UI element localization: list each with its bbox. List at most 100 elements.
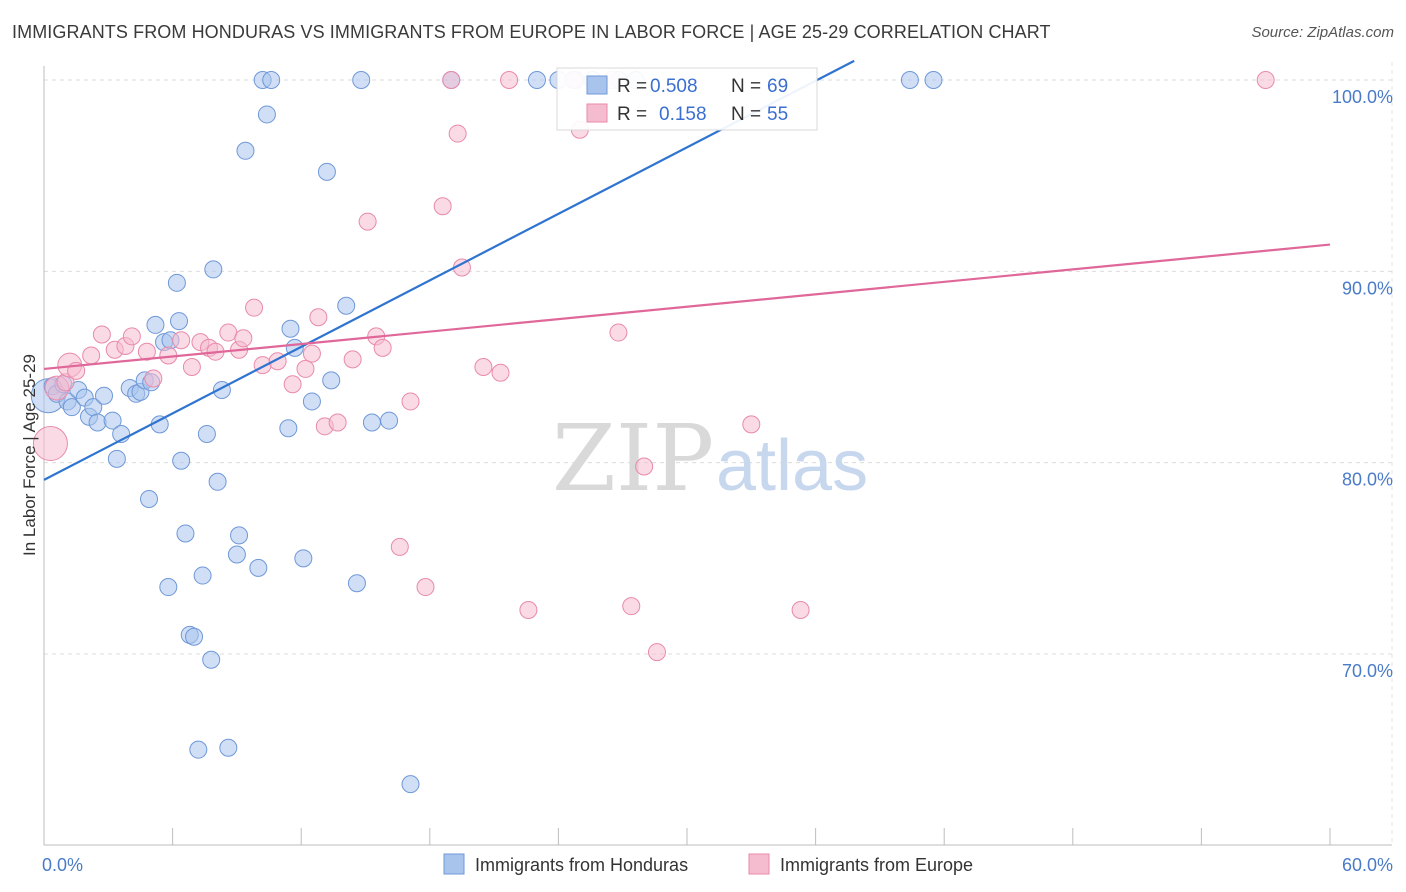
data-point: [144, 369, 163, 388]
data-point: [279, 419, 298, 438]
data-point: [317, 162, 336, 181]
data-point: [159, 578, 178, 597]
data-point: [176, 524, 195, 543]
data-point: [519, 600, 538, 619]
data-point: [150, 415, 169, 434]
data-point: [230, 526, 249, 545]
data-point: [416, 578, 435, 597]
data-point: [296, 359, 315, 378]
data-point: [167, 273, 186, 292]
y-axis-label: In Labor Force | Age 25-29: [20, 354, 39, 556]
data-point: [1256, 71, 1275, 89]
bottom-legend: Immigrants from Honduras Immigrants from…: [443, 853, 973, 875]
y-tick-label: 90.0%: [1342, 278, 1393, 298]
data-point: [82, 346, 101, 365]
data-point: [362, 413, 381, 432]
data-point: [283, 375, 302, 394]
data-point: [262, 71, 281, 89]
stats-n-label-europe: N =: [731, 104, 761, 125]
legend-label-honduras: Immigrants from Honduras: [475, 855, 688, 875]
data-point: [328, 413, 347, 432]
data-point: [189, 740, 208, 759]
trend-line-europe: [43, 243, 1331, 371]
data-point: [337, 296, 356, 315]
y-tick-label: 100.0%: [1332, 87, 1393, 107]
data-point: [401, 775, 420, 794]
watermark-atlas: atlas: [716, 426, 868, 506]
data-point: [103, 411, 122, 430]
data-point: [227, 545, 246, 564]
data-point: [281, 319, 300, 338]
data-point: [95, 386, 114, 405]
data-point: [257, 105, 276, 124]
y-tick-labels: 70.0% 80.0% 90.0% 100.0%: [1332, 87, 1393, 681]
stats-swatch-europe: [586, 103, 608, 123]
watermark: ZIP atlas: [552, 405, 868, 512]
trend-lines: [43, 59, 1331, 481]
data-point: [88, 413, 107, 432]
data-point: [92, 325, 111, 344]
legend-swatch-europe: [748, 853, 770, 875]
data-point: [373, 338, 392, 357]
data-point: [32, 426, 68, 462]
data-point: [294, 549, 313, 568]
data-point: [380, 411, 399, 430]
data-point: [245, 298, 264, 317]
data-point: [249, 558, 268, 577]
chart-title: IMMIGRANTS FROM HONDURAS VS IMMIGRANTS F…: [12, 22, 1051, 42]
stats-swatch-honduras: [586, 75, 608, 95]
data-point: [182, 358, 201, 376]
data-point: [202, 650, 221, 669]
data-point: [197, 424, 216, 443]
data-point: [900, 71, 919, 89]
y-tick-label: 80.0%: [1342, 470, 1393, 490]
x-tick-labels: 0.0% 60.0%: [42, 855, 1393, 875]
data-point: [352, 71, 371, 89]
data-point: [172, 331, 191, 350]
data-point: [647, 643, 666, 662]
data-point: [302, 344, 321, 363]
data-point: [448, 124, 467, 143]
data-point: [442, 71, 461, 89]
data-point: [491, 363, 510, 382]
data-point: [527, 71, 546, 89]
data-point: [204, 260, 223, 279]
x-tick-label: 0.0%: [42, 855, 83, 875]
data-point: [390, 537, 409, 556]
source-label: Source: ZipAtlas.com: [1251, 24, 1394, 41]
data-point: [208, 472, 227, 491]
data-point: [146, 315, 165, 334]
data-point: [234, 329, 253, 348]
stats-r-label-europe: R =: [617, 104, 647, 125]
data-point: [742, 415, 761, 434]
stats-legend-box: R = 0.508 N = 69 R = 0.158 N = 55: [556, 67, 818, 131]
data-point: [500, 71, 519, 89]
data-point: [236, 141, 255, 160]
data-point: [609, 323, 628, 342]
data-point: [343, 350, 362, 369]
stats-r-value-honduras: 0.508: [650, 76, 698, 97]
legend-label-europe: Immigrants from Europe: [780, 855, 973, 875]
data-point: [170, 312, 189, 331]
data-point: [62, 398, 81, 417]
data-point: [122, 327, 141, 346]
x-tick-label: 60.0%: [1342, 855, 1393, 875]
data-point: [401, 392, 420, 411]
y-tick-label: 70.0%: [1342, 661, 1393, 681]
legend-swatch-honduras: [443, 853, 465, 875]
data-point: [309, 308, 328, 327]
data-point: [433, 197, 452, 216]
axes: [43, 66, 1392, 846]
data-point: [635, 457, 654, 476]
data-point: [622, 597, 641, 616]
watermark-zip: ZIP: [552, 405, 714, 512]
data-point: [791, 600, 810, 619]
data-point: [302, 392, 321, 411]
data-point: [193, 566, 212, 585]
data-point: [358, 212, 377, 231]
data-point: [219, 323, 238, 342]
data-point: [140, 490, 159, 509]
data-point: [347, 574, 366, 593]
data-point: [137, 342, 156, 361]
